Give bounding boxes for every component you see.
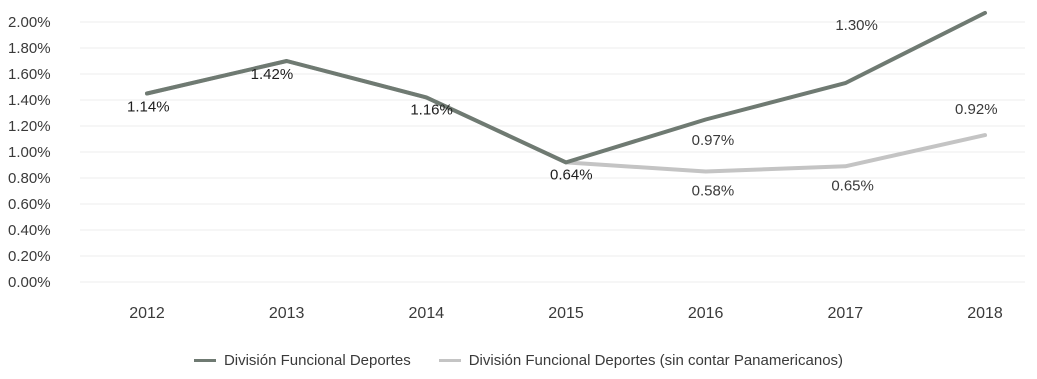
series-line-1 bbox=[145, 10, 987, 165]
data-label: 1.16% bbox=[410, 101, 453, 118]
x-tick-label: 2016 bbox=[688, 305, 724, 322]
y-tick-label: 1.40% bbox=[8, 92, 51, 109]
x-tick-label: 2013 bbox=[269, 305, 305, 322]
y-tick-label: 1.00% bbox=[8, 144, 51, 161]
legend-swatch-series-1 bbox=[193, 358, 216, 362]
y-tick-label: 2.00% bbox=[8, 14, 51, 31]
x-axis-tick-labels: 2012 2013 2014 2015 2016 2017 2018 bbox=[129, 305, 1003, 322]
legend-item-series-2: División Funcional Deportes (sin contar … bbox=[438, 351, 844, 369]
series-lines bbox=[145, 10, 987, 174]
legend-label-series-1: División Funcional Deportes bbox=[223, 351, 411, 369]
y-tick-label: 0.00% bbox=[8, 274, 51, 291]
data-label: 0.58% bbox=[692, 183, 735, 200]
data-label: 1.30% bbox=[835, 17, 878, 34]
gridlines bbox=[80, 21, 1025, 283]
data-label: 0.97% bbox=[692, 132, 735, 149]
data-labels: 1.14% 1.42% 1.16% 0.64% 0.58% 0.65% 0.92% 1.30%… bbox=[127, 17, 998, 200]
x-tick-label: 2017 bbox=[828, 305, 864, 322]
y-tick-label: 0.60% bbox=[8, 196, 51, 213]
data-label: 1.14% bbox=[127, 99, 170, 116]
y-tick-label: 0.80% bbox=[8, 170, 51, 187]
legend-swatch-series-2 bbox=[438, 358, 461, 362]
x-tick-label: 2012 bbox=[129, 305, 165, 322]
x-tick-label: 2018 bbox=[967, 305, 1003, 322]
y-axis-tick-labels: 2.00% 1.80% 1.60% 1.40% 1.20% 1.00% 0.80% 0.60%… bbox=[8, 14, 51, 291]
data-label: 1.42% bbox=[251, 66, 294, 83]
legend: División Funcional Deportes División Fun… bbox=[0, 348, 1037, 372]
legend-label-series-2: División Funcional Deportes (sin contar … bbox=[468, 351, 844, 369]
y-tick-label: 1.60% bbox=[8, 66, 51, 83]
data-label: 0.64% bbox=[550, 166, 593, 183]
y-tick-label: 1.20% bbox=[8, 118, 51, 135]
y-tick-label: 0.40% bbox=[8, 222, 51, 239]
data-label: 0.65% bbox=[831, 177, 874, 194]
data-label: 0.92% bbox=[955, 101, 998, 118]
x-tick-label: 2014 bbox=[409, 305, 445, 322]
y-tick-label: 0.20% bbox=[8, 248, 51, 265]
x-tick-label: 2015 bbox=[548, 305, 584, 322]
legend-item-series-1: División Funcional Deportes bbox=[193, 351, 411, 369]
y-tick-label: 1.80% bbox=[8, 40, 51, 57]
